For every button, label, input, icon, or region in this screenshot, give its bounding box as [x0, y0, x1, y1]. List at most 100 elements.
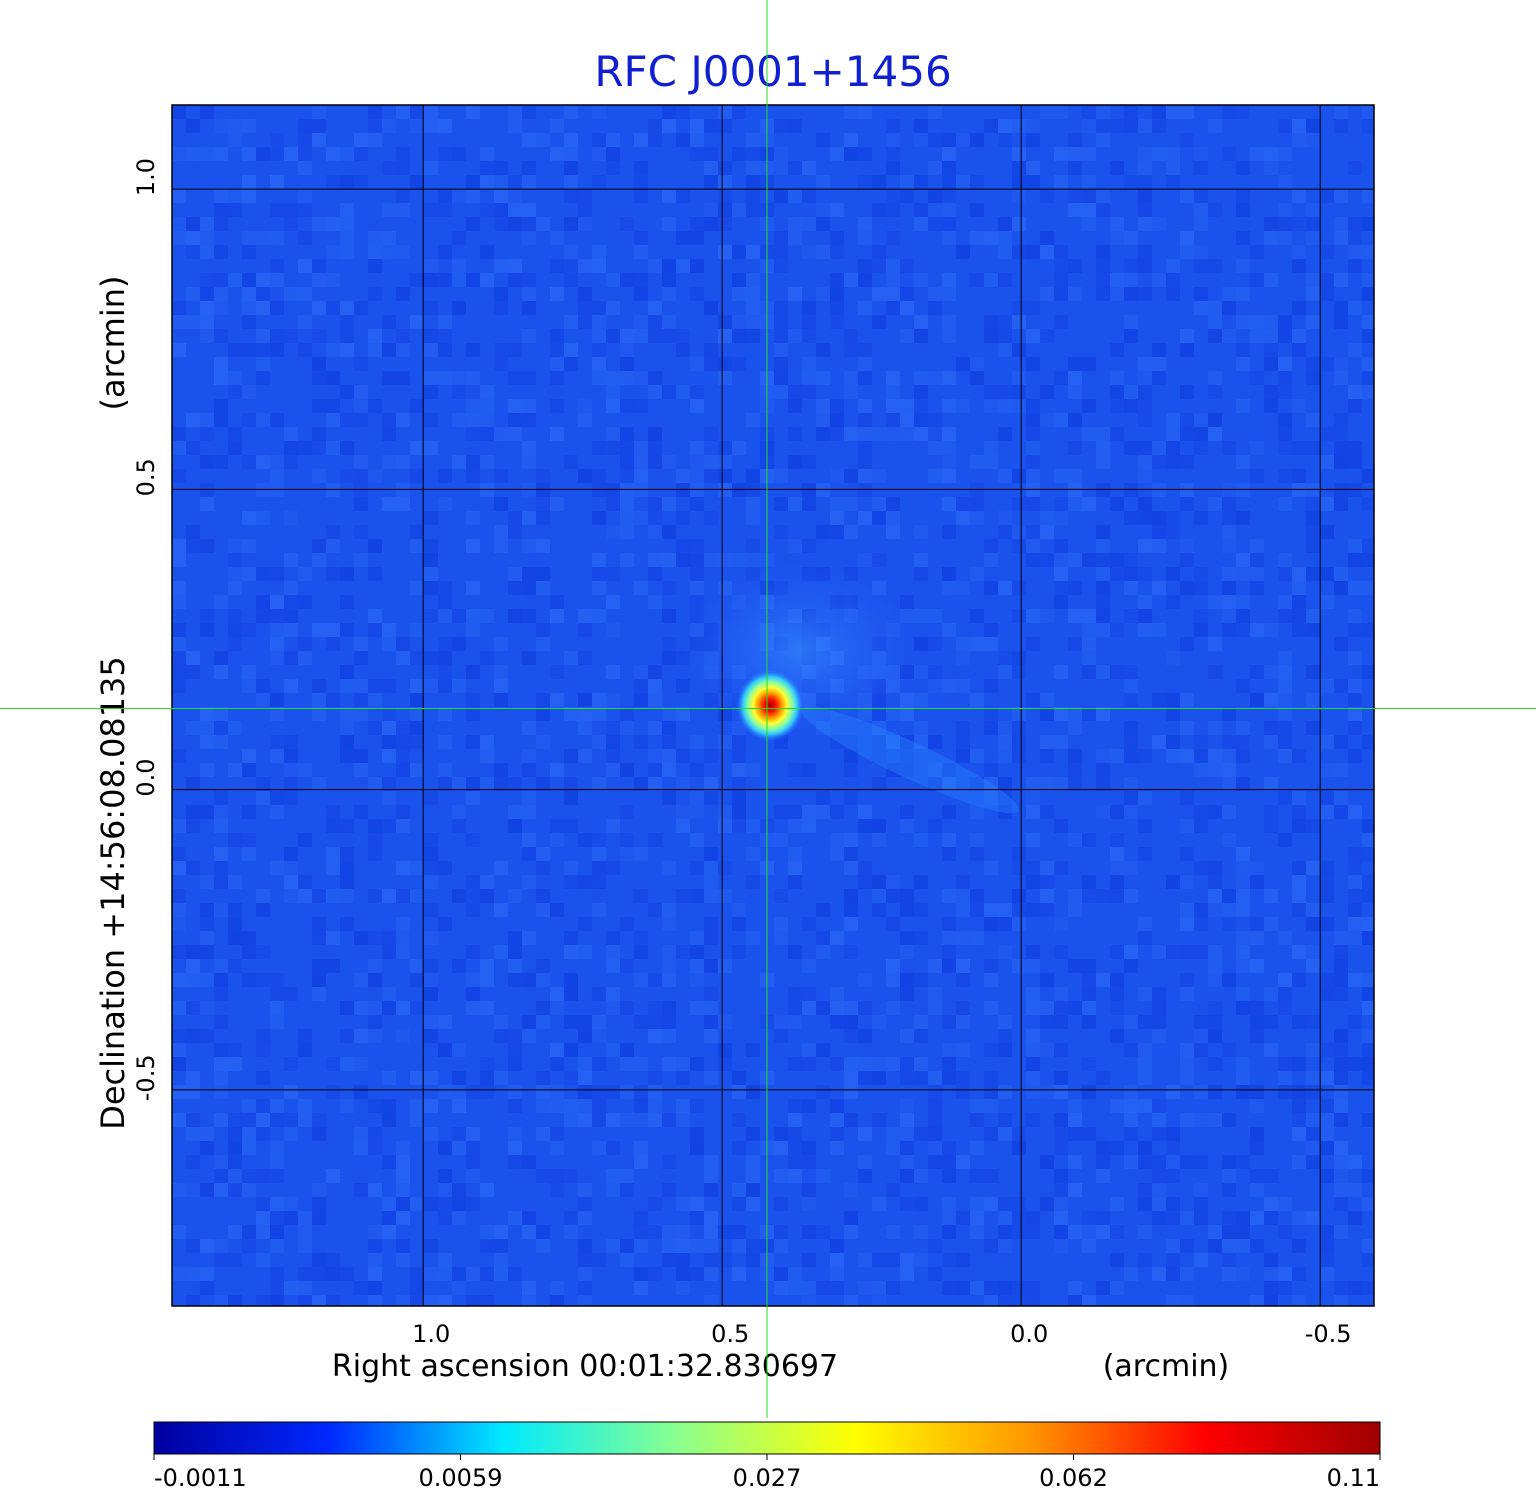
noise-cell	[1110, 385, 1124, 399]
noise-cell	[186, 1267, 200, 1281]
noise-cell	[200, 455, 214, 469]
noise-cell	[312, 1197, 326, 1211]
noise-cell	[900, 945, 914, 959]
noise-cell	[410, 763, 424, 777]
noise-cell	[606, 1183, 620, 1197]
noise-cell	[802, 1099, 816, 1113]
noise-cell	[998, 903, 1012, 917]
noise-cell	[1012, 1211, 1026, 1225]
noise-cell	[1292, 259, 1306, 273]
noise-cell	[1292, 1015, 1306, 1029]
noise-cell	[242, 833, 256, 847]
noise-cell	[1166, 707, 1180, 721]
noise-cell	[1012, 665, 1026, 679]
noise-cell	[1264, 777, 1278, 791]
noise-cell	[774, 315, 788, 329]
noise-cell	[690, 763, 704, 777]
noise-cell	[396, 1169, 410, 1183]
noise-cell	[298, 441, 312, 455]
noise-cell	[970, 497, 984, 511]
noise-cell	[270, 231, 284, 245]
noise-cell	[382, 1071, 396, 1085]
noise-cell	[746, 1197, 760, 1211]
noise-cell	[1194, 1015, 1208, 1029]
colorbar-tick-label: 0.11	[1327, 1464, 1380, 1492]
noise-cell	[970, 609, 984, 623]
noise-cell	[970, 483, 984, 497]
noise-cell	[256, 329, 270, 343]
noise-cell	[1194, 259, 1208, 273]
noise-cell	[984, 539, 998, 553]
noise-cell	[886, 273, 900, 287]
noise-cell	[1138, 413, 1152, 427]
noise-cell	[522, 301, 536, 315]
noise-cell	[424, 1029, 438, 1043]
noise-cell	[228, 539, 242, 553]
noise-cell	[452, 1099, 466, 1113]
noise-cell	[634, 1085, 648, 1099]
noise-cell	[886, 1253, 900, 1267]
noise-cell	[1306, 1015, 1320, 1029]
noise-cell	[1180, 1295, 1194, 1306]
noise-cell	[1040, 875, 1054, 889]
noise-cell	[606, 399, 620, 413]
noise-cell	[1362, 665, 1374, 679]
noise-cell	[550, 1281, 564, 1295]
noise-cell	[256, 413, 270, 427]
noise-cell	[340, 315, 354, 329]
noise-cell	[802, 763, 816, 777]
noise-cell	[662, 1029, 676, 1043]
noise-cell	[368, 1127, 382, 1141]
noise-cell	[312, 273, 326, 287]
noise-cell	[312, 301, 326, 315]
noise-cell	[788, 1281, 802, 1295]
noise-cell	[634, 735, 648, 749]
noise-cell	[942, 427, 956, 441]
noise-cell	[242, 511, 256, 525]
noise-cell	[704, 875, 718, 889]
noise-cell	[312, 469, 326, 483]
noise-cell	[396, 287, 410, 301]
noise-cell	[1292, 469, 1306, 483]
noise-cell	[1026, 875, 1040, 889]
noise-cell	[676, 1225, 690, 1239]
noise-cell	[256, 1225, 270, 1239]
noise-cell	[620, 427, 634, 441]
noise-cell	[732, 273, 746, 287]
noise-cell	[186, 1239, 200, 1253]
noise-cell	[620, 553, 634, 567]
noise-cell	[676, 1057, 690, 1071]
noise-cell	[410, 623, 424, 637]
noise-cell	[1166, 1127, 1180, 1141]
noise-cell	[1236, 735, 1250, 749]
noise-cell	[1096, 553, 1110, 567]
noise-cell	[1334, 1099, 1348, 1113]
noise-cell	[312, 357, 326, 371]
noise-cell	[578, 259, 592, 273]
noise-cell	[270, 595, 284, 609]
noise-cell	[480, 973, 494, 987]
noise-cell	[186, 245, 200, 259]
noise-cell	[1292, 609, 1306, 623]
noise-cell	[802, 315, 816, 329]
noise-cell	[970, 833, 984, 847]
noise-cell	[494, 189, 508, 203]
noise-cell	[536, 735, 550, 749]
noise-cell	[1236, 875, 1250, 889]
noise-cell	[354, 1141, 368, 1155]
noise-cell	[1124, 567, 1138, 581]
noise-cell	[284, 1197, 298, 1211]
noise-cell	[732, 777, 746, 791]
noise-cell	[1026, 455, 1040, 469]
noise-cell	[200, 483, 214, 497]
noise-cell	[1082, 637, 1096, 651]
noise-cell	[382, 343, 396, 357]
noise-cell	[872, 553, 886, 567]
noise-cell	[1180, 343, 1194, 357]
noise-cell	[1180, 693, 1194, 707]
noise-cell	[1236, 455, 1250, 469]
noise-cell	[200, 315, 214, 329]
noise-cell	[1166, 161, 1180, 175]
noise-cell	[368, 931, 382, 945]
noise-cell	[410, 1113, 424, 1127]
